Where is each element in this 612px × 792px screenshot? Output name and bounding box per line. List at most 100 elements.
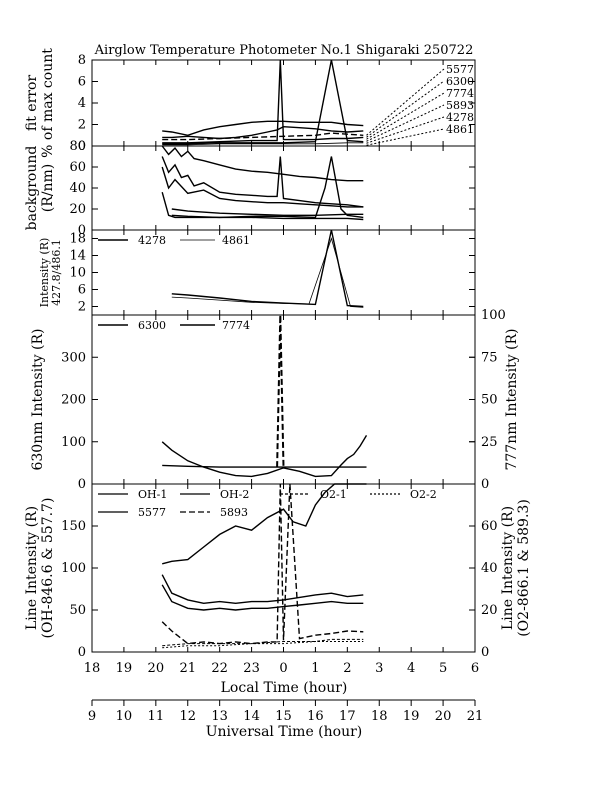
- y-tick-label: 80: [69, 139, 86, 154]
- series-line-line-intensity-OH-2: [161, 584, 364, 611]
- y-tick-label: 6: [78, 283, 86, 298]
- legend-label: 4861: [446, 123, 474, 136]
- y-tick-label: 8: [78, 53, 86, 68]
- y-tick-label: 10: [69, 266, 86, 281]
- y-right-tick-label: 60: [481, 519, 498, 534]
- y-axis-label: Intensity (R): [38, 238, 51, 308]
- y-right-tick-label: 20: [481, 603, 498, 618]
- local-time-tick-label: 1: [311, 661, 319, 676]
- series-line-intensity-4278-4861-4861: [171, 237, 364, 308]
- legend-leader: [366, 116, 445, 144]
- y-right-axis-label: (O2-866.1 & 589.3): [516, 499, 532, 637]
- universal-time-tick-label: 11: [148, 709, 165, 724]
- y-tick-label: 0: [78, 139, 86, 154]
- legend-label: 6300: [138, 319, 166, 332]
- data-lines: [161, 59, 368, 649]
- y-tick-label: 50: [69, 603, 86, 618]
- universal-time-tick-label: 12: [179, 709, 196, 724]
- local-time-tick-label: 22: [211, 661, 228, 676]
- y-tick-label: 4: [78, 96, 86, 111]
- universal-time-tick-label: 9: [88, 709, 96, 724]
- y-tick-label: 200: [61, 393, 86, 408]
- panel-frame-630-777: [91, 314, 476, 485]
- legend-label: O2-2: [410, 488, 437, 501]
- legend-leader: [366, 68, 445, 136]
- panel-frame-background: [91, 145, 476, 231]
- universal-time-tick-label: 21: [467, 709, 484, 724]
- y-axis-label: 427.8/486.1: [50, 239, 63, 306]
- legend-label: 5893: [446, 99, 474, 112]
- local-time-tick-label: 23: [243, 661, 260, 676]
- series-line-background-unnamed: [171, 208, 364, 217]
- local-time-tick-label: 2: [343, 661, 351, 676]
- series-line-fit-error-7774: [162, 59, 364, 144]
- y-tick-label: 40: [69, 181, 86, 196]
- universal-time-tick-label: 15: [275, 709, 292, 724]
- series-line-background-unnamed: [161, 145, 364, 182]
- y-tick-label: 2: [78, 300, 86, 315]
- y-axis-label: 630nm Intensity (R): [30, 328, 46, 470]
- y-tick-label: 100: [61, 561, 86, 576]
- y-axis-label: fit error: [24, 75, 40, 132]
- y-right-tick-label: 75: [481, 350, 498, 365]
- universal-time-tick-label: 10: [116, 709, 133, 724]
- y-right-tick-label: 0: [481, 477, 489, 492]
- legend-label: O2-1: [320, 488, 347, 501]
- local-time-label: Local Time (hour): [221, 680, 348, 696]
- local-time-tick-label: 5: [439, 661, 447, 676]
- universal-time-tick-label: 16: [307, 709, 324, 724]
- legend-label: 4278: [446, 111, 474, 124]
- y-right-tick-label: 40: [481, 561, 498, 576]
- legend-label: 7774: [222, 319, 250, 332]
- y-tick-label: 300: [61, 350, 86, 365]
- y-tick-label: 2: [78, 118, 86, 133]
- series-line-fit-error-4861: [162, 142, 364, 146]
- series-line-fit-error-5893: [162, 132, 364, 141]
- legend-label: 6300: [446, 75, 474, 88]
- series-line-background-unnamed: [161, 156, 364, 219]
- series-line-background-unnamed: [161, 156, 364, 208]
- local-time-tick-label: 0: [279, 661, 287, 676]
- local-time-tick-label: 4: [407, 661, 415, 676]
- series-line-line-intensity-5893: [161, 483, 364, 645]
- y-tick-label: 150: [61, 519, 86, 534]
- series-line-630-777-7774: [162, 464, 367, 468]
- y-right-tick-label: 25: [481, 435, 498, 450]
- legend-label: OH-1: [138, 488, 167, 501]
- y-right-axis-label: Line Intensity (R): [500, 506, 516, 630]
- axis-ticks: 0246802040608026101418010020030002550751…: [61, 53, 506, 724]
- legend-label: 5577: [138, 506, 166, 519]
- series-line-background-unnamed: [171, 214, 364, 221]
- legend-label: 7774: [446, 87, 474, 100]
- legend-label: 5893: [220, 506, 248, 519]
- legend-label: 4278: [138, 234, 166, 247]
- series-line-630-777-6300: [161, 435, 368, 478]
- series-line-630-777-7774-spike: [276, 314, 285, 468]
- universal-time-tick-label: 17: [339, 709, 356, 724]
- series-line-intensity-4278-4861-4278: [171, 229, 364, 308]
- local-time-tick-label: 6: [471, 661, 479, 676]
- legend-leader: [366, 128, 445, 146]
- legend-leader: [366, 92, 445, 140]
- series-line-line-intensity-OH-1: [161, 574, 364, 605]
- universal-time-tick-label: 13: [211, 709, 228, 724]
- y-right-axis-label: 777nm Intensity (R): [504, 328, 520, 470]
- universal-time-tick-label: 19: [403, 709, 420, 724]
- local-time-tick-label: 20: [148, 661, 165, 676]
- y-tick-label: 18: [69, 232, 86, 247]
- y-right-tick-label: 0: [481, 645, 489, 660]
- y-axis-label: Line Intensity (R): [24, 506, 40, 630]
- series-line-line-intensity-O2-2: [162, 641, 364, 649]
- y-axis-label: (OH-846.6 & 557.7): [40, 498, 56, 639]
- series-line-fit-error-6300: [162, 125, 364, 140]
- y-tick-label: 60: [69, 160, 86, 175]
- universal-time-tick-label: 18: [371, 709, 388, 724]
- universal-time-tick-label: 20: [435, 709, 452, 724]
- y-axis-label: (R/nm): [40, 164, 56, 212]
- y-tick-label: 0: [78, 645, 86, 660]
- y-tick-label: 100: [61, 435, 86, 450]
- legend-leader: [366, 80, 445, 138]
- y-axis-label: % of max count: [40, 48, 56, 158]
